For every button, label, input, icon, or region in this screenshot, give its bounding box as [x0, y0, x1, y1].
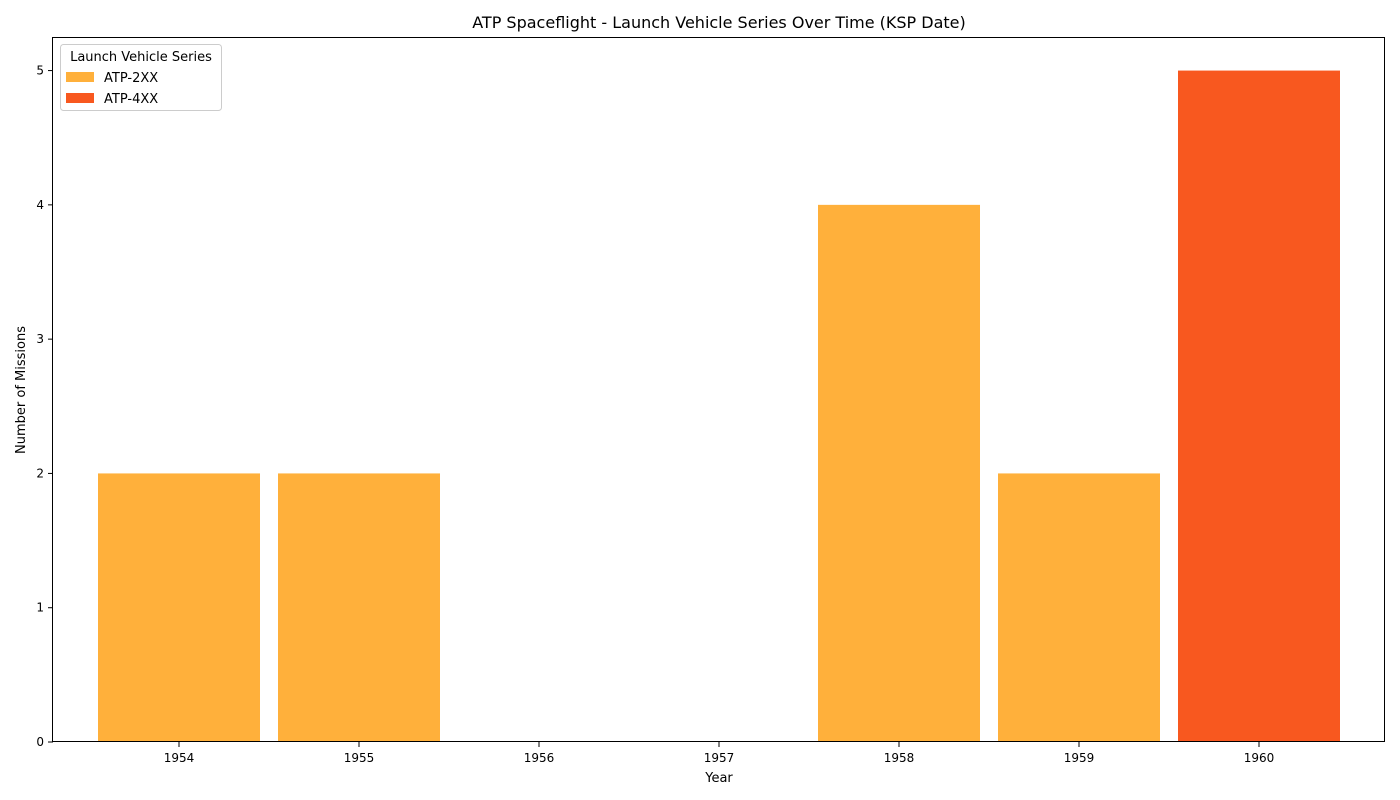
y-tick-label: 5 [36, 64, 44, 78]
bar-atp-2xx-1959 [998, 473, 1160, 742]
x-axis-ticks: 1954 1955 1956 1957 1958 1959 1960 [164, 742, 1275, 765]
bar-atp-2xx-1954 [98, 473, 260, 742]
legend: Launch Vehicle Series ATP-2XX ATP-4XX [60, 44, 222, 111]
bar-atp-4xx-1960 [1178, 70, 1340, 743]
y-tick-label: 3 [36, 332, 44, 346]
x-tick-label: 1958 [884, 751, 915, 765]
x-tick-label: 1957 [704, 751, 735, 765]
x-tick-label: 1954 [164, 751, 195, 765]
legend-swatch-atp-4xx [66, 93, 94, 103]
legend-label-atp-2xx: ATP-2XX [104, 71, 158, 86]
plot-frame [52, 37, 1385, 742]
x-tick-label: 1959 [1064, 751, 1095, 765]
x-tick-label: 1956 [524, 751, 555, 765]
y-axis-label: Number of Missions [14, 326, 29, 454]
bars-group [98, 70, 1340, 743]
y-tick-label: 2 [36, 466, 44, 480]
y-tick-label: 4 [36, 198, 44, 212]
legend-swatch-atp-2xx [66, 72, 94, 82]
bar-atp-2xx-1958 [818, 204, 980, 742]
legend-label-atp-4xx: ATP-4XX [104, 92, 158, 107]
y-axis-ticks: 0 1 2 3 4 5 [36, 64, 53, 749]
legend-title: Launch Vehicle Series [70, 50, 212, 65]
legend-frame [60, 44, 222, 111]
chart-title: ATP Spaceflight - Launch Vehicle Series … [472, 13, 966, 32]
x-tick-label: 1955 [344, 751, 375, 765]
y-tick-label: 0 [36, 735, 44, 749]
y-tick-label: 1 [36, 601, 44, 615]
x-tick-label: 1960 [1244, 751, 1275, 765]
bar-atp-2xx-1955 [278, 473, 440, 742]
x-axis-label: Year [704, 771, 733, 786]
